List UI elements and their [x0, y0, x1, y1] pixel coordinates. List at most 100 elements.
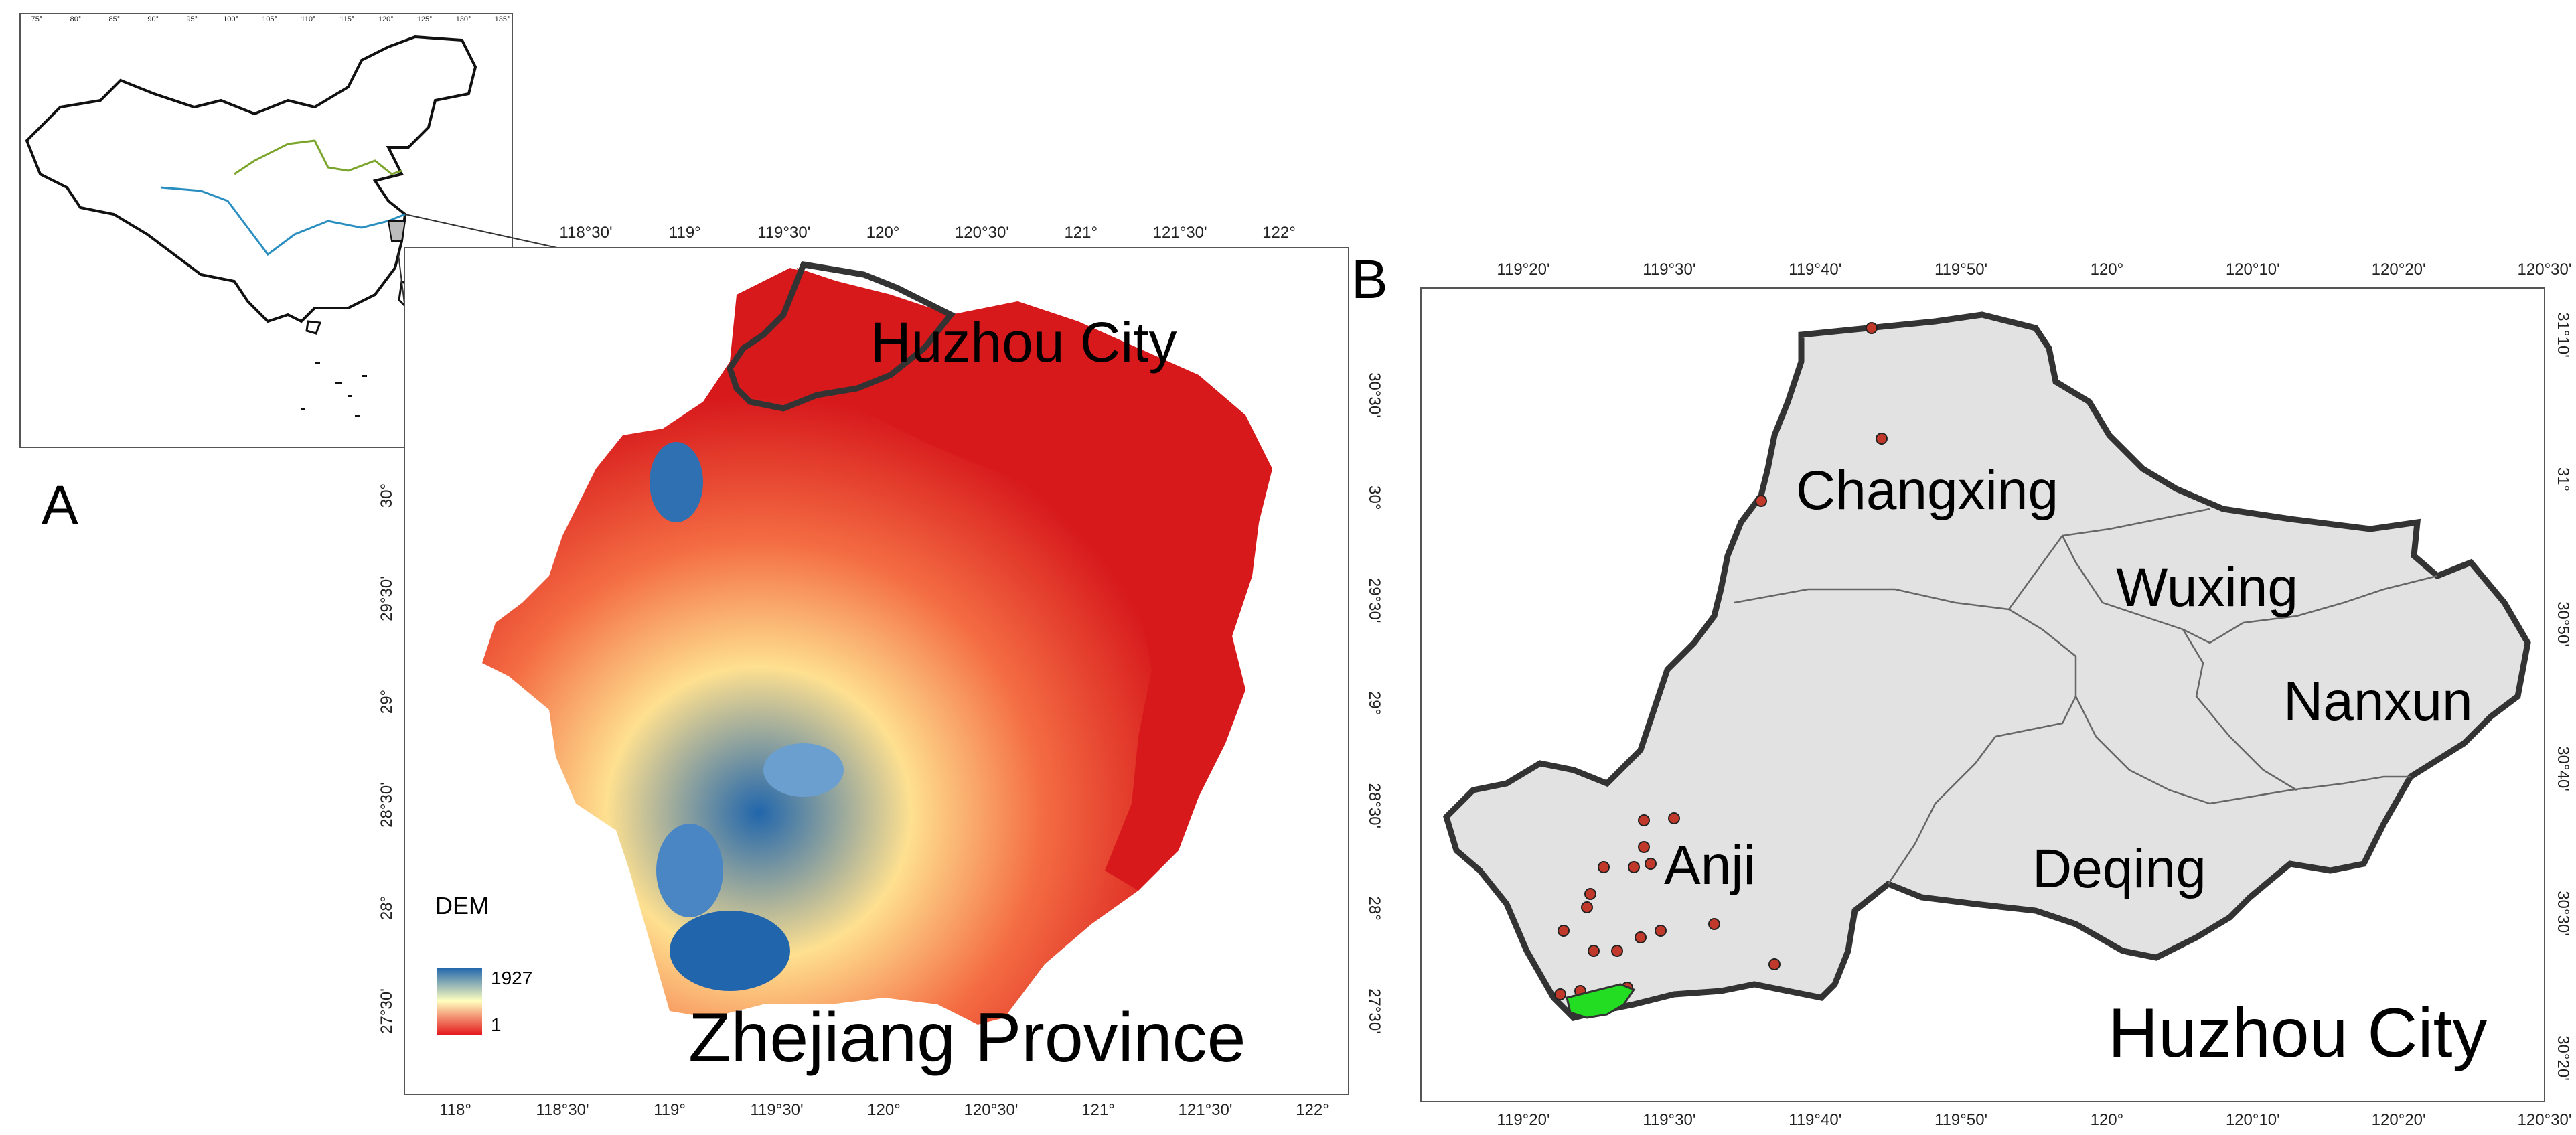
huzhou-top-tick-label: 120°30' [2518, 260, 2572, 279]
site-marker [1628, 861, 1640, 873]
south-china-sea-islands [301, 362, 367, 417]
huzhou-top-tick-label: 120°20' [2372, 260, 2426, 279]
huzhou-outline-dem [727, 260, 956, 412]
dem-bottom-tick-label: 119° [654, 1101, 686, 1119]
huzhou-right-tick-label: 30°30' [2554, 891, 2572, 936]
dem-bottom-tick-label: 122° [1296, 1101, 1329, 1119]
district-label-changxing: Changxing [1796, 460, 2058, 521]
huzhou-right-tick-label: 30°20' [2554, 1035, 2572, 1081]
huzhou-right-tick-label: 31°10' [2554, 312, 2572, 358]
inset-top-tick-label: 100° [223, 15, 238, 23]
dem-left-tick-label: 29° [378, 690, 396, 714]
panel-a: 75° 80° 85° 90° 95° 100° 105° 110° 115° 120° 125° 1… [19, 13, 771, 664]
dem-top-tick-label: 122° [1262, 224, 1296, 242]
huzhou-title: Huzhou City [2108, 994, 2487, 1072]
district-label-wuxing: Wuxing [2116, 557, 2298, 618]
dem-right-tick-label: 30°30' [1365, 372, 1383, 418]
huzhou-label-dem: Huzhou City [870, 311, 1177, 374]
dem-right-tick-label: 27°30' [1365, 988, 1383, 1034]
site-marker [1755, 495, 1767, 507]
huzhou-top-tick-label: 119°20' [1497, 260, 1549, 279]
panel-b-letter: B [1351, 249, 1388, 310]
dem-legend-title: DEM [435, 892, 489, 919]
dem-title: Zhejiang Province [688, 999, 1245, 1077]
dem-right-tick-label: 28° [1365, 897, 1383, 921]
inset-top-tick-label: 105° [262, 15, 277, 23]
inset-top-tick-label: 85° [109, 15, 121, 23]
huzhou-ticks: 119°20' 119°30' 119°40' 119°50' 120° 120°10' 1… [1497, 260, 2572, 1129]
yangtze-river [160, 186, 406, 256]
dem-right-tick-label: 30° [1365, 485, 1383, 510]
dem-bottom-tick-label: 119°30' [750, 1101, 803, 1119]
site-marker [1554, 988, 1566, 1000]
site-marker [1584, 888, 1596, 900]
dem-legend-max: 1927 [491, 968, 532, 988]
dem-top-tick-label: 119° [669, 224, 701, 242]
panel-dem: 118°30' 119° 119°30' 120° 120°30' 121° 121°30'… [378, 224, 1383, 1119]
huzhou-bottom-tick-label: 120°20' [2372, 1111, 2426, 1129]
highland-west [656, 824, 723, 917]
site-marker [1866, 322, 1878, 334]
site-marker [1645, 858, 1657, 870]
site-marker [1708, 918, 1720, 930]
site-marker [1611, 945, 1623, 957]
site-marker [1598, 861, 1610, 873]
inset-top-tick-label: 110° [301, 15, 315, 23]
site-marker [1588, 945, 1600, 957]
inset-top-tick-label: 95° [186, 15, 198, 23]
highlight-patch [1566, 983, 1636, 1019]
hainan-island [305, 320, 322, 335]
dem-top-tick-label: 118°30' [559, 224, 612, 242]
site-marker [1768, 958, 1781, 970]
inset-top-tick-label: 130° [456, 15, 471, 23]
huzhou-top-tick-label: 120°10' [2226, 260, 2280, 279]
china-outline [25, 35, 477, 323]
dem-right-tick-label: 28°30' [1365, 783, 1383, 829]
inset-top-tick-label: 125° [417, 15, 433, 23]
inset-top-tick-label: 115° [339, 15, 354, 23]
dem-bottom-tick-label: 118° [439, 1101, 471, 1119]
huzhou-top-tick-label: 120° [2091, 260, 2124, 279]
inset-top-tick-label: 80° [70, 15, 82, 23]
huzhou-bottom-tick-label: 119°50' [1935, 1111, 1987, 1129]
district-label-anji: Anji [1664, 835, 1756, 896]
huzhou-bottom-tick-label: 120°30' [2518, 1111, 2572, 1129]
huzhou-bottom-tick-label: 119°20' [1497, 1111, 1549, 1129]
highland-northwest [650, 442, 703, 522]
huzhou-bottom-tick-label: 119°30' [1643, 1111, 1695, 1129]
dem-legend-bar [437, 968, 482, 1035]
dem-right-tick-label: 29° [1365, 691, 1383, 715]
huzhou-right-tick-label: 30°50' [2554, 601, 2572, 647]
site-marker [1638, 841, 1650, 853]
site-marker [1638, 814, 1650, 826]
inset-top-tick-label: 90° [147, 15, 159, 23]
dem-left-tick-label: 27°30' [378, 988, 396, 1034]
dem-top-tick-label: 120°30' [955, 224, 1009, 242]
dem-top-tick-label: 120° [866, 224, 900, 242]
district-borders [1734, 508, 2438, 885]
district-label-deqing: Deqing [2032, 838, 2206, 899]
huzhou-bottom-tick-label: 119°40' [1789, 1111, 1841, 1129]
dem-left-tick-label: 28° [378, 896, 396, 920]
dem-left-tick-label: 28°30' [378, 782, 396, 828]
inset-top-tick-label: 75° [31, 15, 43, 23]
site-marker [1655, 925, 1667, 937]
dem-top-tick-label: 119°30' [757, 224, 810, 242]
inset-top-ticks: 75° 80° 85° 90° 95° 100° 105° 110° 115° 120° 125° 1… [31, 15, 510, 23]
huzhou-bottom-tick-label: 120° [2091, 1111, 2124, 1129]
dem-left-tick-label: 30° [378, 483, 396, 508]
dem-ticks: 118°30' 119° 119°30' 120° 120°30' 121° 121°30'… [378, 224, 1383, 1119]
site-marker [1558, 925, 1570, 937]
dem-left-tick-label: 29°30' [378, 576, 396, 621]
dem-bottom-tick-label: 120°30' [964, 1101, 1018, 1119]
huzhou-bottom-tick-label: 120°10' [2226, 1111, 2280, 1129]
site-marker [1581, 901, 1593, 913]
site-marker [1876, 433, 1888, 445]
panel-b: B 119°20' 119°30' 119°40' 119°50' 120° 120°10… [1351, 249, 2572, 1129]
dem-bottom-tick-label: 121° [1081, 1101, 1115, 1119]
district-label-nanxun: Nanxun [2283, 671, 2473, 732]
site-marker [1668, 812, 1680, 824]
panel-a-letter: A [42, 475, 78, 536]
huzhou-top-tick-label: 119°30' [1643, 260, 1695, 279]
